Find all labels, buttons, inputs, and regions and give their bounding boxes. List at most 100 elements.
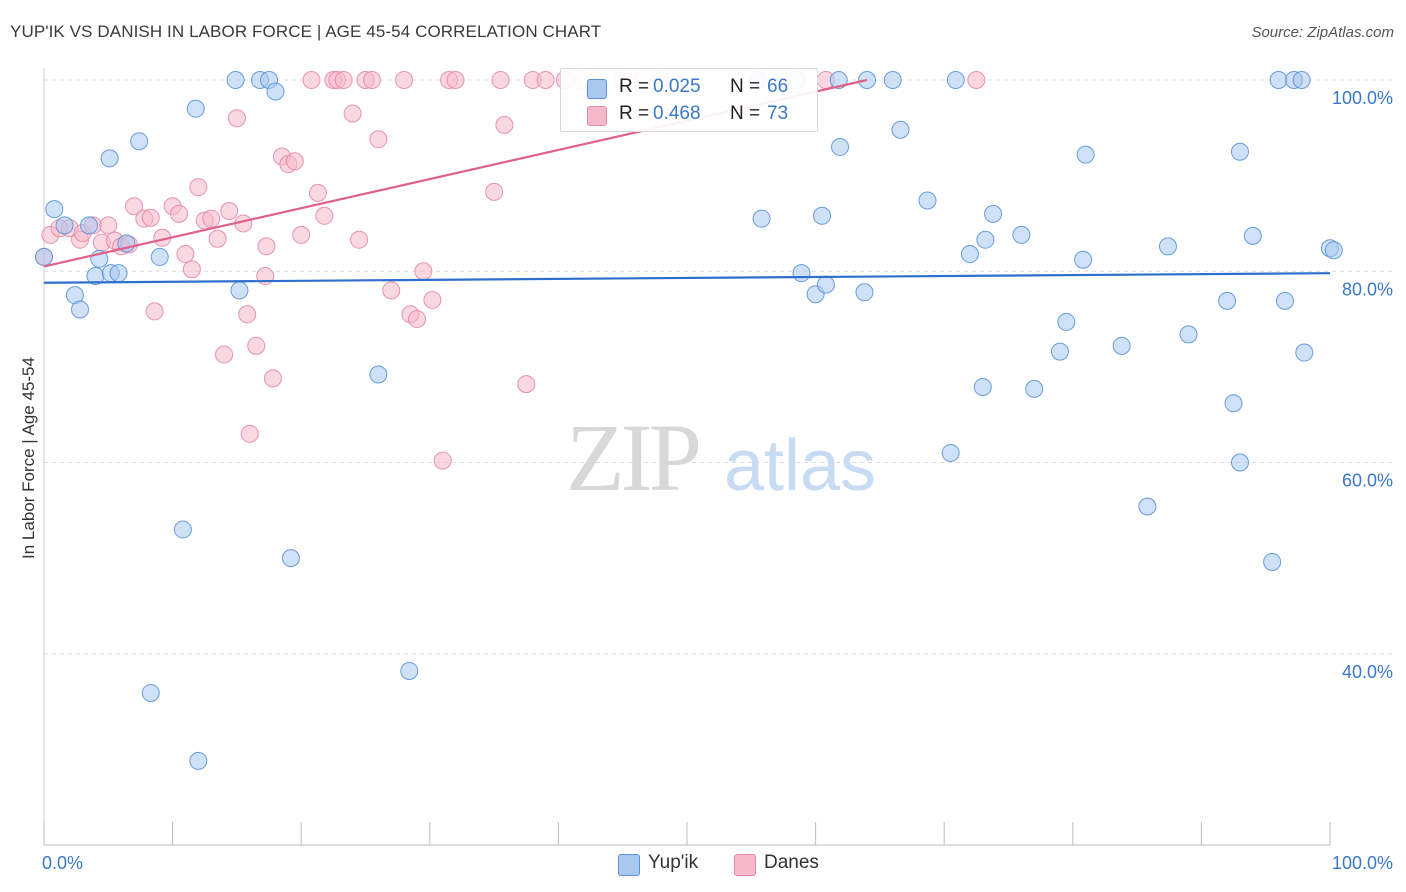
yupik-point: [173, 520, 192, 539]
x-tick-label: 0.0%: [42, 853, 83, 873]
danes-point: [208, 229, 227, 248]
yupik-point: [71, 300, 90, 319]
n-value: 73: [767, 103, 789, 124]
yupik-point: [130, 132, 149, 151]
r-label: R =: [619, 76, 650, 97]
danes-point: [369, 130, 388, 149]
yupik-point: [1275, 291, 1294, 310]
danes-point: [285, 152, 304, 171]
danes-point: [99, 216, 118, 235]
danes-point: [315, 206, 334, 225]
yupik-point: [1243, 226, 1262, 245]
danes-point: [343, 104, 362, 123]
danes-point: [182, 260, 201, 279]
danes-legend-swatch: [734, 854, 756, 876]
yupik-point: [369, 365, 388, 384]
watermark-zip: ZIP: [566, 404, 699, 511]
danes-point: [238, 305, 257, 324]
y-tick-label: 40.0%: [1342, 662, 1393, 682]
yupik-point: [1269, 71, 1288, 89]
danes-point: [141, 208, 160, 227]
danes-point: [395, 71, 414, 89]
danes-point: [334, 71, 353, 89]
danes-swatch: [587, 106, 607, 126]
y-tick-label: 80.0%: [1342, 279, 1393, 299]
yupik-swatch: [587, 79, 607, 99]
danes-point: [382, 281, 401, 300]
danes-point: [446, 71, 465, 89]
yupik-point: [230, 281, 249, 300]
danes-point: [125, 197, 144, 216]
danes-point: [302, 71, 321, 89]
chart-title: YUP'IK VS DANISH IN LABOR FORCE | AGE 45…: [10, 22, 602, 41]
danes-points: [35, 71, 986, 470]
y-tick-label: 100.0%: [1332, 88, 1393, 108]
yupik-point: [813, 206, 832, 225]
yupik-point: [1025, 379, 1044, 398]
yupik-point: [816, 275, 835, 294]
yupik-point: [1230, 142, 1249, 161]
r-label: R =: [619, 103, 650, 124]
watermark: ZIP atlas: [566, 404, 876, 511]
yupik-point: [1292, 71, 1311, 89]
danes-point: [517, 375, 536, 394]
yupik-trend-line: [43, 272, 1331, 284]
yupik-point: [1074, 250, 1093, 269]
n-label: N =: [730, 103, 761, 124]
y-tick-label: 60.0%: [1342, 471, 1393, 491]
yupik-point: [1050, 342, 1069, 361]
yupik-point: [400, 661, 419, 680]
axes: [43, 68, 1331, 846]
danes-point: [485, 182, 504, 201]
yupik-point: [1179, 325, 1198, 344]
danes-point: [536, 71, 555, 89]
yupik-legend-swatch: [618, 854, 640, 876]
danes-point: [202, 209, 221, 228]
danes-point: [423, 290, 442, 309]
yupik-point: [1138, 497, 1157, 516]
danes-point: [362, 71, 381, 89]
yupik-point: [55, 216, 74, 235]
danes-point: [215, 345, 234, 364]
yupik-point: [1012, 225, 1031, 244]
danes-point: [189, 178, 208, 197]
yupik-point: [973, 377, 992, 396]
danes-point: [176, 245, 195, 264]
danes-point: [170, 204, 189, 223]
yupik-point: [281, 549, 300, 568]
danes-point: [145, 302, 164, 321]
yupik-point: [45, 200, 64, 219]
danes-point: [967, 71, 986, 89]
yupik-point: [1218, 291, 1237, 310]
yupik-point: [1324, 241, 1343, 260]
n-value: 66: [767, 76, 789, 97]
yupik-point: [960, 245, 979, 264]
yupik-point: [792, 264, 811, 283]
yupik-point: [918, 191, 937, 210]
grid-lines: [44, 79, 1395, 655]
yupik-point: [855, 283, 874, 302]
yupik-point: [941, 443, 960, 462]
yupik-point: [752, 209, 771, 228]
danes-point: [292, 225, 311, 244]
yupik-point: [150, 247, 169, 266]
stats-legend: R = 0.025 N = 66 R = 0.468 N = 73: [560, 68, 818, 132]
danes-point: [240, 424, 259, 443]
yupik-point: [1076, 145, 1095, 164]
yupik-legend-label: Yup'ik: [648, 852, 699, 873]
yupik-point: [226, 71, 245, 89]
yupik-point: [266, 82, 285, 101]
yupik-point: [1158, 237, 1177, 256]
yupik-point: [1224, 394, 1243, 413]
yupik-point: [984, 204, 1003, 223]
danes-point: [433, 451, 452, 470]
yupik-point: [1230, 453, 1249, 472]
danes-legend-label: Danes: [764, 852, 819, 873]
yupik-point: [141, 683, 160, 702]
watermark-atlas: atlas: [724, 426, 876, 506]
yupik-point: [189, 751, 208, 770]
r-value: 0.025: [653, 76, 701, 97]
yupik-point: [109, 264, 128, 283]
yupik-point: [186, 99, 205, 118]
